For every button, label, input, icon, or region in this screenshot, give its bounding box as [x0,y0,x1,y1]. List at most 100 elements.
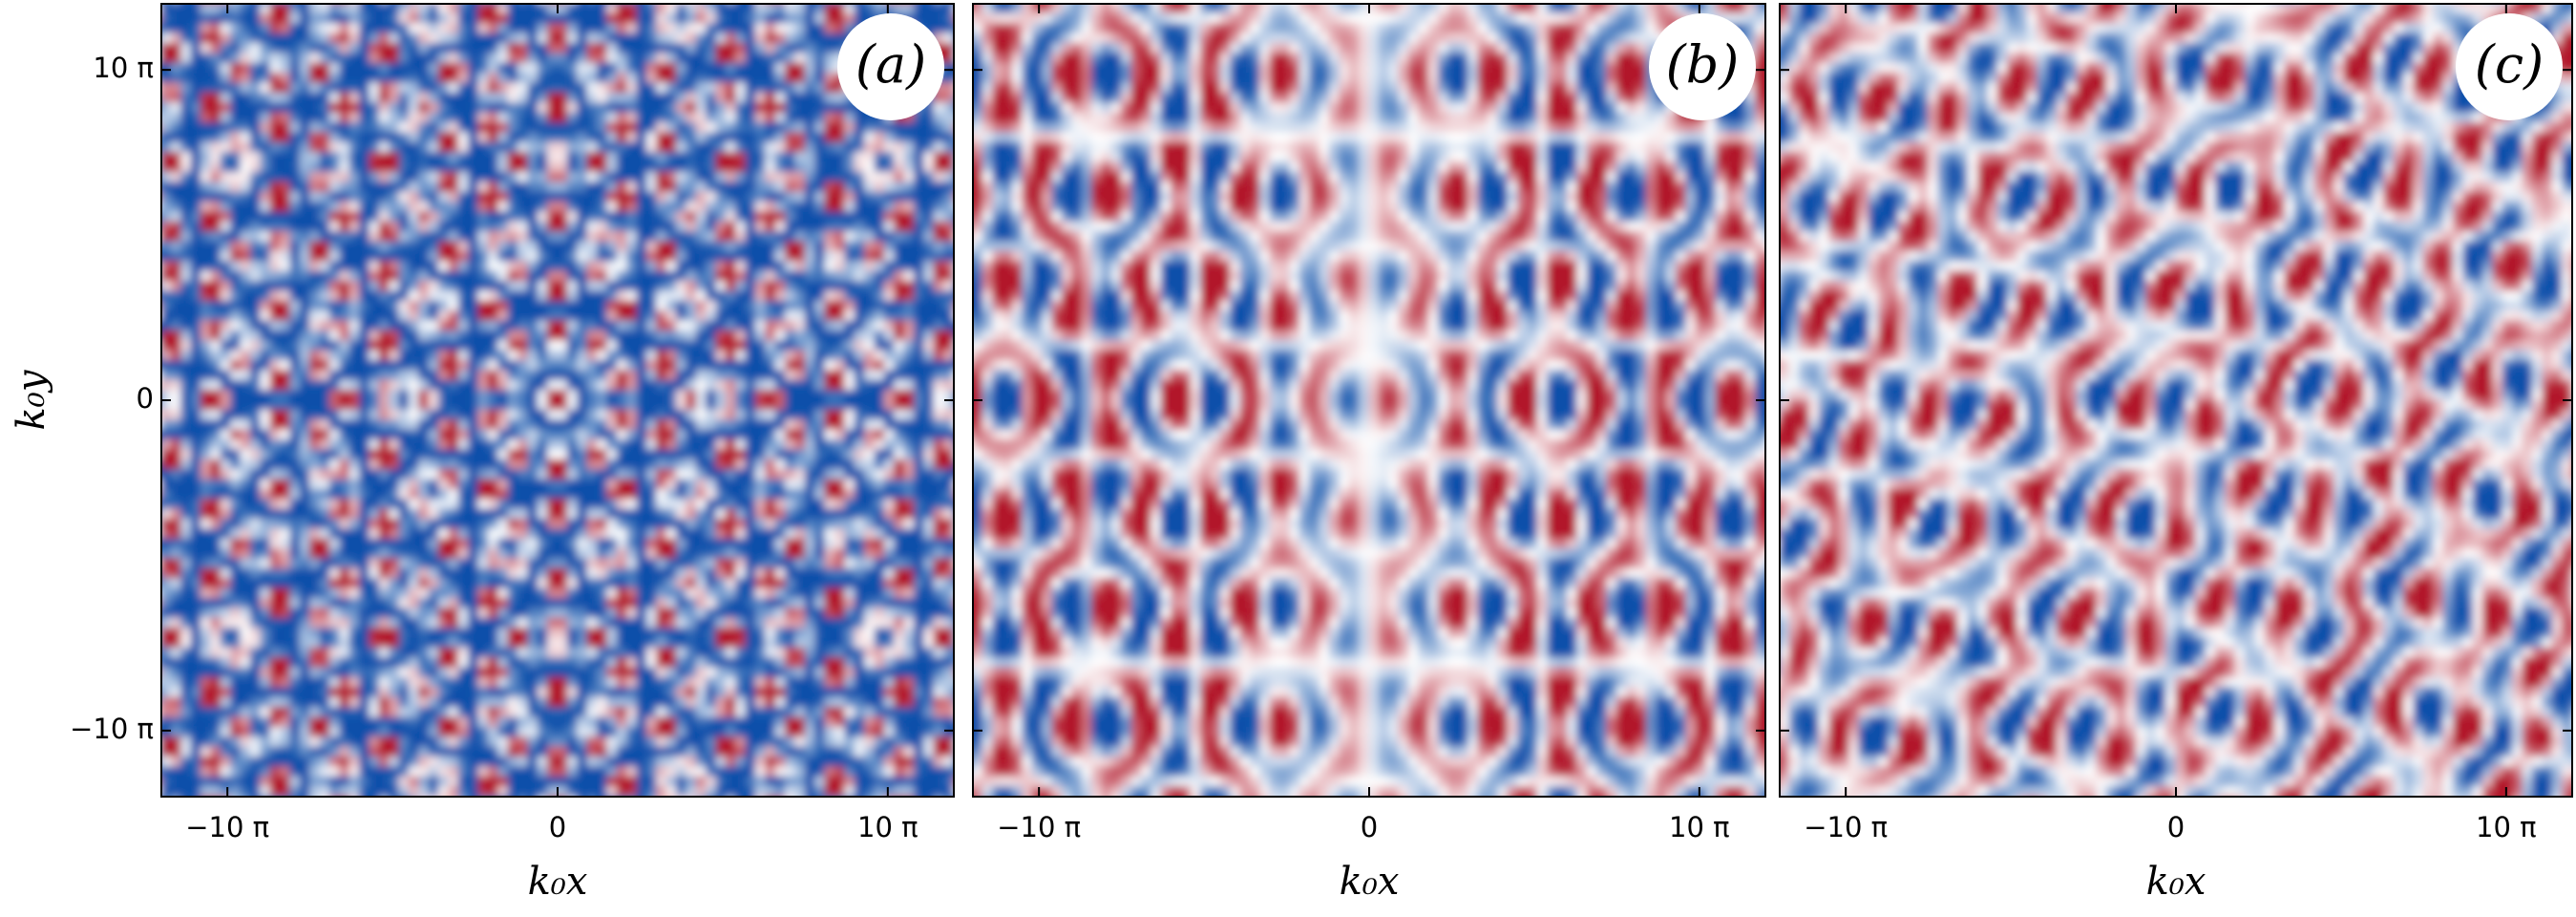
heatmap-cell [240,488,251,501]
heatmap-cell [814,250,826,263]
heatmap-cell [141,528,152,539]
heatmap-cell [141,340,152,351]
heatmap-cell [161,221,172,233]
heatmap-cell [348,43,360,54]
heatmap-cell [220,390,232,401]
heatmap-cell [765,62,776,75]
heatmap-cell [725,379,737,392]
heatmap-cell [468,241,479,252]
heatmap-cell [933,340,945,352]
heatmap-cell [676,92,687,104]
heatmap-cell [497,62,509,75]
heatmap-cell [695,409,707,421]
heatmap-cell [339,161,350,173]
heatmap-cell [448,519,459,530]
heatmap-cell [190,53,201,64]
heatmap-cell [418,290,430,302]
heatmap-cell [903,221,915,233]
heatmap-cell [369,330,380,342]
heatmap-cell [665,211,677,223]
heatmap-cell [319,231,330,243]
heatmap-cell [170,211,182,223]
heatmap-cell [914,390,925,401]
heatmap-cell [220,171,232,183]
heatmap-cell [706,202,717,213]
heatmap-cell [874,202,885,213]
heatmap-cell [497,469,509,480]
heatmap-cell [844,379,855,392]
heatmap-cell [210,370,222,381]
heatmap-cell [903,429,915,440]
heatmap-cell [824,62,835,75]
heatmap-cell [735,141,747,154]
heatmap-cell [586,409,598,421]
heatmap-cell [785,281,796,292]
heatmap-cell [190,567,201,580]
heatmap-cell [180,73,192,84]
heatmap-cell [161,32,172,44]
heatmap-cell [794,132,806,143]
heatmap-cell [686,250,697,263]
heatmap-cell [398,479,410,490]
heatmap-cell [348,202,360,213]
heatmap-cell [665,479,677,490]
heatmap-cell [547,548,559,560]
heatmap-cell [249,152,262,163]
heatmap-cell [249,439,262,451]
heatmap-cell [418,32,430,44]
heatmap-cell [854,399,866,411]
heatmap-cell [328,538,341,550]
heatmap-cell [844,181,855,193]
heatmap-cell [517,261,529,272]
heatmap-cell [517,419,529,431]
heatmap-cell [656,261,667,272]
heatmap-cell [309,53,321,64]
heatmap-cell [497,161,509,173]
heatmap-cell [577,241,588,252]
heatmap-cell [804,122,816,134]
heatmap-cell [328,62,341,75]
heatmap-cell [656,4,667,14]
heatmap-cell [269,43,281,54]
heatmap-cell [577,519,588,530]
heatmap-cell [566,528,579,540]
heatmap-cell [616,350,628,361]
heatmap-cell [280,499,291,510]
heatmap-cell [319,409,330,421]
heatmap-cell [438,567,450,580]
heatmap-cell [914,449,925,460]
heatmap-cell [487,419,499,431]
heatmap-cell [190,548,201,560]
heatmap-cell [359,499,370,510]
heatmap-cell [914,181,925,193]
heatmap-cell [299,202,311,213]
heatmap-cell [715,92,727,104]
heatmap-cell [260,241,271,252]
heatmap-cell [240,32,251,44]
heatmap-cell [477,340,489,352]
heatmap-cell [339,122,350,134]
heatmap-cell [389,449,400,460]
heatmap-cell [656,202,667,213]
heatmap-cell [190,141,201,154]
heatmap-cell [745,310,756,322]
heatmap-cell [765,458,776,471]
heatmap-cell [161,458,172,471]
heatmap-cell [597,250,608,263]
heatmap-cell [517,191,529,203]
heatmap-cell [725,202,737,213]
heatmap-cell [230,419,242,431]
heatmap-cell [328,161,341,173]
heatmap-cell [537,12,549,25]
heatmap-cell [319,399,330,411]
heatmap-cell [249,112,262,123]
heatmap-cell [289,231,301,243]
heatmap-cell [369,409,380,421]
heatmap-cell [577,32,588,44]
heatmap-cell [210,112,222,123]
heatmap-cell [626,82,638,94]
heatmap-cell [616,152,628,163]
heatmap-cell [665,320,677,331]
heatmap-cell [190,241,201,252]
heatmap-cell [497,92,509,104]
